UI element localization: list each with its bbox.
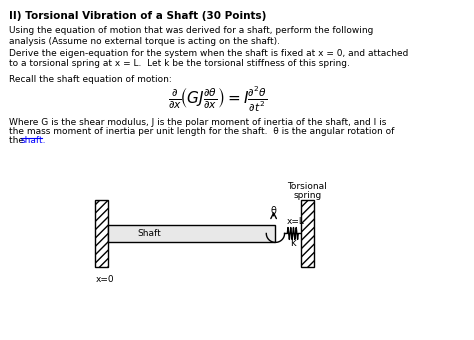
- Text: θ: θ: [271, 206, 276, 216]
- Bar: [301, 200, 314, 267]
- Text: Shaft: Shaft: [137, 229, 161, 238]
- Text: Torsional: Torsional: [288, 182, 327, 191]
- Text: x=L: x=L: [286, 217, 304, 226]
- Text: $\frac{\partial}{\partial x}\!\left(GJ\frac{\partial\theta}{\partial x}\right)=I: $\frac{\partial}{\partial x}\!\left(GJ\f…: [168, 85, 267, 114]
- Bar: [108, 224, 275, 242]
- Bar: [95, 200, 108, 267]
- Text: spring: spring: [293, 191, 321, 200]
- Text: Using the equation of motion that was derived for a shaft, perform the following: Using the equation of motion that was de…: [9, 26, 373, 46]
- Text: Where G is the shear modulus, J is the polar moment of inertia of the shaft, and: Where G is the shear modulus, J is the p…: [9, 118, 386, 128]
- Text: shaft.: shaft.: [20, 136, 46, 145]
- Text: Recall the shaft equation of motion:: Recall the shaft equation of motion:: [9, 75, 172, 84]
- Text: the: the: [9, 136, 27, 145]
- Text: II) Torsional Vibration of a Shaft (30 Points): II) Torsional Vibration of a Shaft (30 P…: [9, 11, 266, 21]
- Text: the mass moment of inertia per unit length for the shaft.  θ is the angular rota: the mass moment of inertia per unit leng…: [9, 128, 394, 136]
- Text: x=0: x=0: [95, 275, 114, 284]
- Text: Derive the eigen-equation for the system when the shaft is fixed at x = 0, and a: Derive the eigen-equation for the system…: [9, 49, 408, 68]
- Text: k: k: [290, 238, 296, 249]
